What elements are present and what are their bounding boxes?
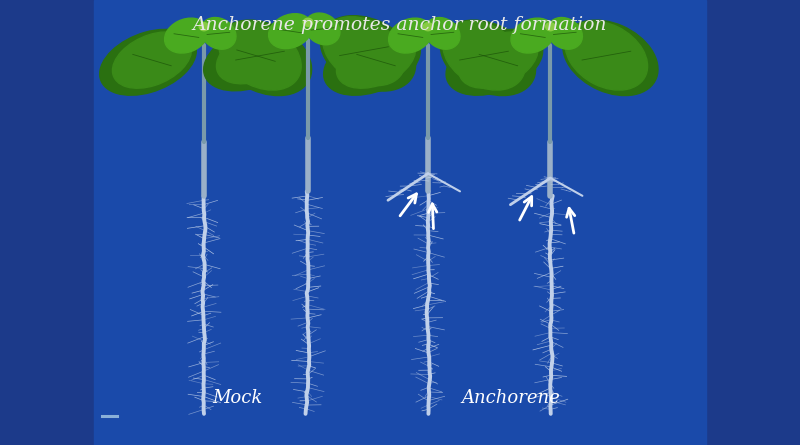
Ellipse shape [305,13,340,45]
Ellipse shape [459,32,538,88]
Ellipse shape [100,29,196,95]
Ellipse shape [446,29,542,95]
Text: Mock: Mock [213,389,262,407]
Ellipse shape [440,20,536,96]
Ellipse shape [562,20,658,96]
Ellipse shape [547,17,582,49]
Ellipse shape [389,18,432,53]
Ellipse shape [204,25,300,91]
Bar [94,0,706,445]
Ellipse shape [199,23,209,31]
Ellipse shape [269,14,312,49]
Ellipse shape [303,18,313,26]
Ellipse shape [113,32,191,88]
Ellipse shape [217,28,295,84]
Ellipse shape [546,23,555,31]
Ellipse shape [511,18,554,53]
Ellipse shape [324,29,420,95]
Ellipse shape [566,21,647,90]
Ellipse shape [201,17,236,49]
Ellipse shape [320,16,416,91]
Text: Anchorene promotes anchor root formation: Anchorene promotes anchor root formation [193,16,607,33]
Ellipse shape [337,32,415,88]
Ellipse shape [216,20,312,96]
Ellipse shape [425,17,460,49]
Ellipse shape [165,18,208,53]
Text: Anchorene: Anchorene [461,389,560,407]
Ellipse shape [423,23,433,31]
Ellipse shape [443,21,525,90]
Ellipse shape [219,21,301,90]
Ellipse shape [323,17,405,85]
